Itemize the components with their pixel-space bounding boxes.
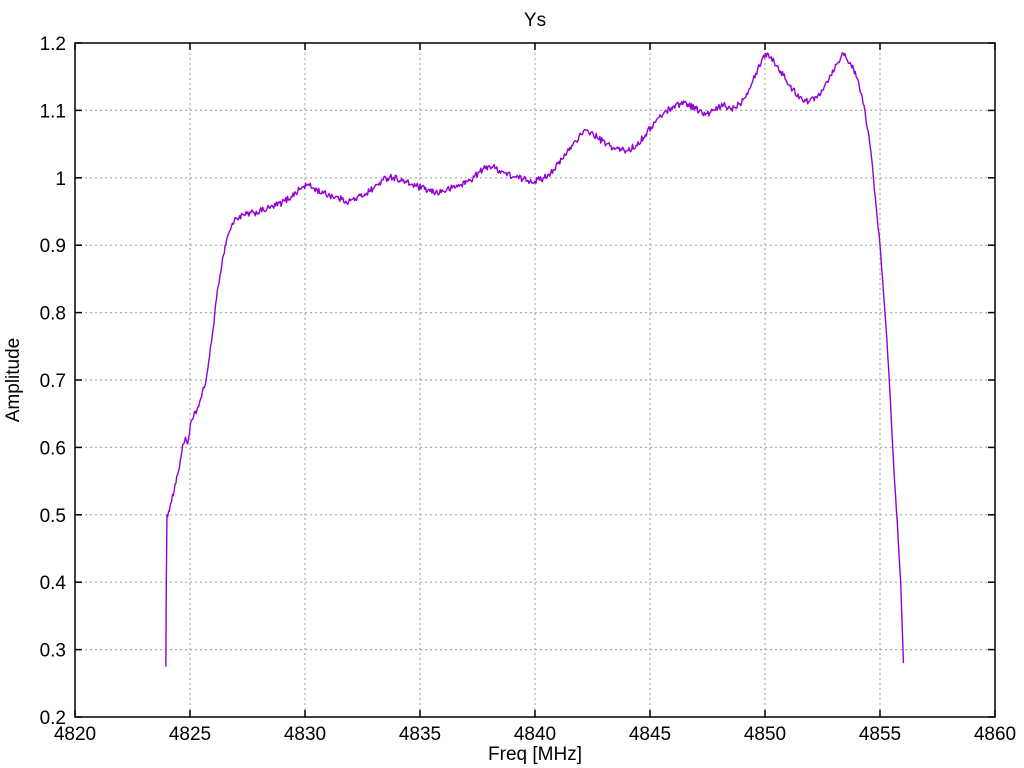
y-tick-label: 0.2: [40, 708, 66, 729]
x-tick-label: 4820: [54, 724, 96, 745]
x-tick-label: 4855: [859, 724, 901, 745]
x-tick-label: 4825: [169, 724, 211, 745]
x-tick-label: 4840: [514, 724, 556, 745]
y-tick-label: 0.4: [40, 573, 67, 594]
x-tick-label: 4830: [284, 724, 326, 745]
y-tick-label: 0.5: [40, 506, 66, 527]
x-axis-label: Freq [MHz]: [488, 744, 582, 765]
y-tick-label: 0.8: [40, 304, 66, 325]
chart-title: Ys: [523, 10, 547, 31]
x-tick-label: 4850: [744, 724, 786, 745]
y-tick-label: 0.9: [40, 236, 66, 257]
y-tick-label: 0.3: [40, 641, 66, 662]
x-tick-label: 4845: [629, 724, 671, 745]
y-tick-label: 0.7: [40, 371, 66, 392]
y-tick-label: 1.2: [40, 34, 66, 55]
series-line: [165, 52, 905, 667]
y-tick-label: 0.6: [40, 438, 66, 459]
x-tick-label: 4835: [399, 724, 441, 745]
y-tick-label: 1.1: [40, 101, 66, 122]
x-tick-label: 4860: [974, 724, 1016, 745]
y-axis-label: Amplitude: [3, 337, 24, 423]
y-tick-label: 1: [55, 169, 66, 190]
